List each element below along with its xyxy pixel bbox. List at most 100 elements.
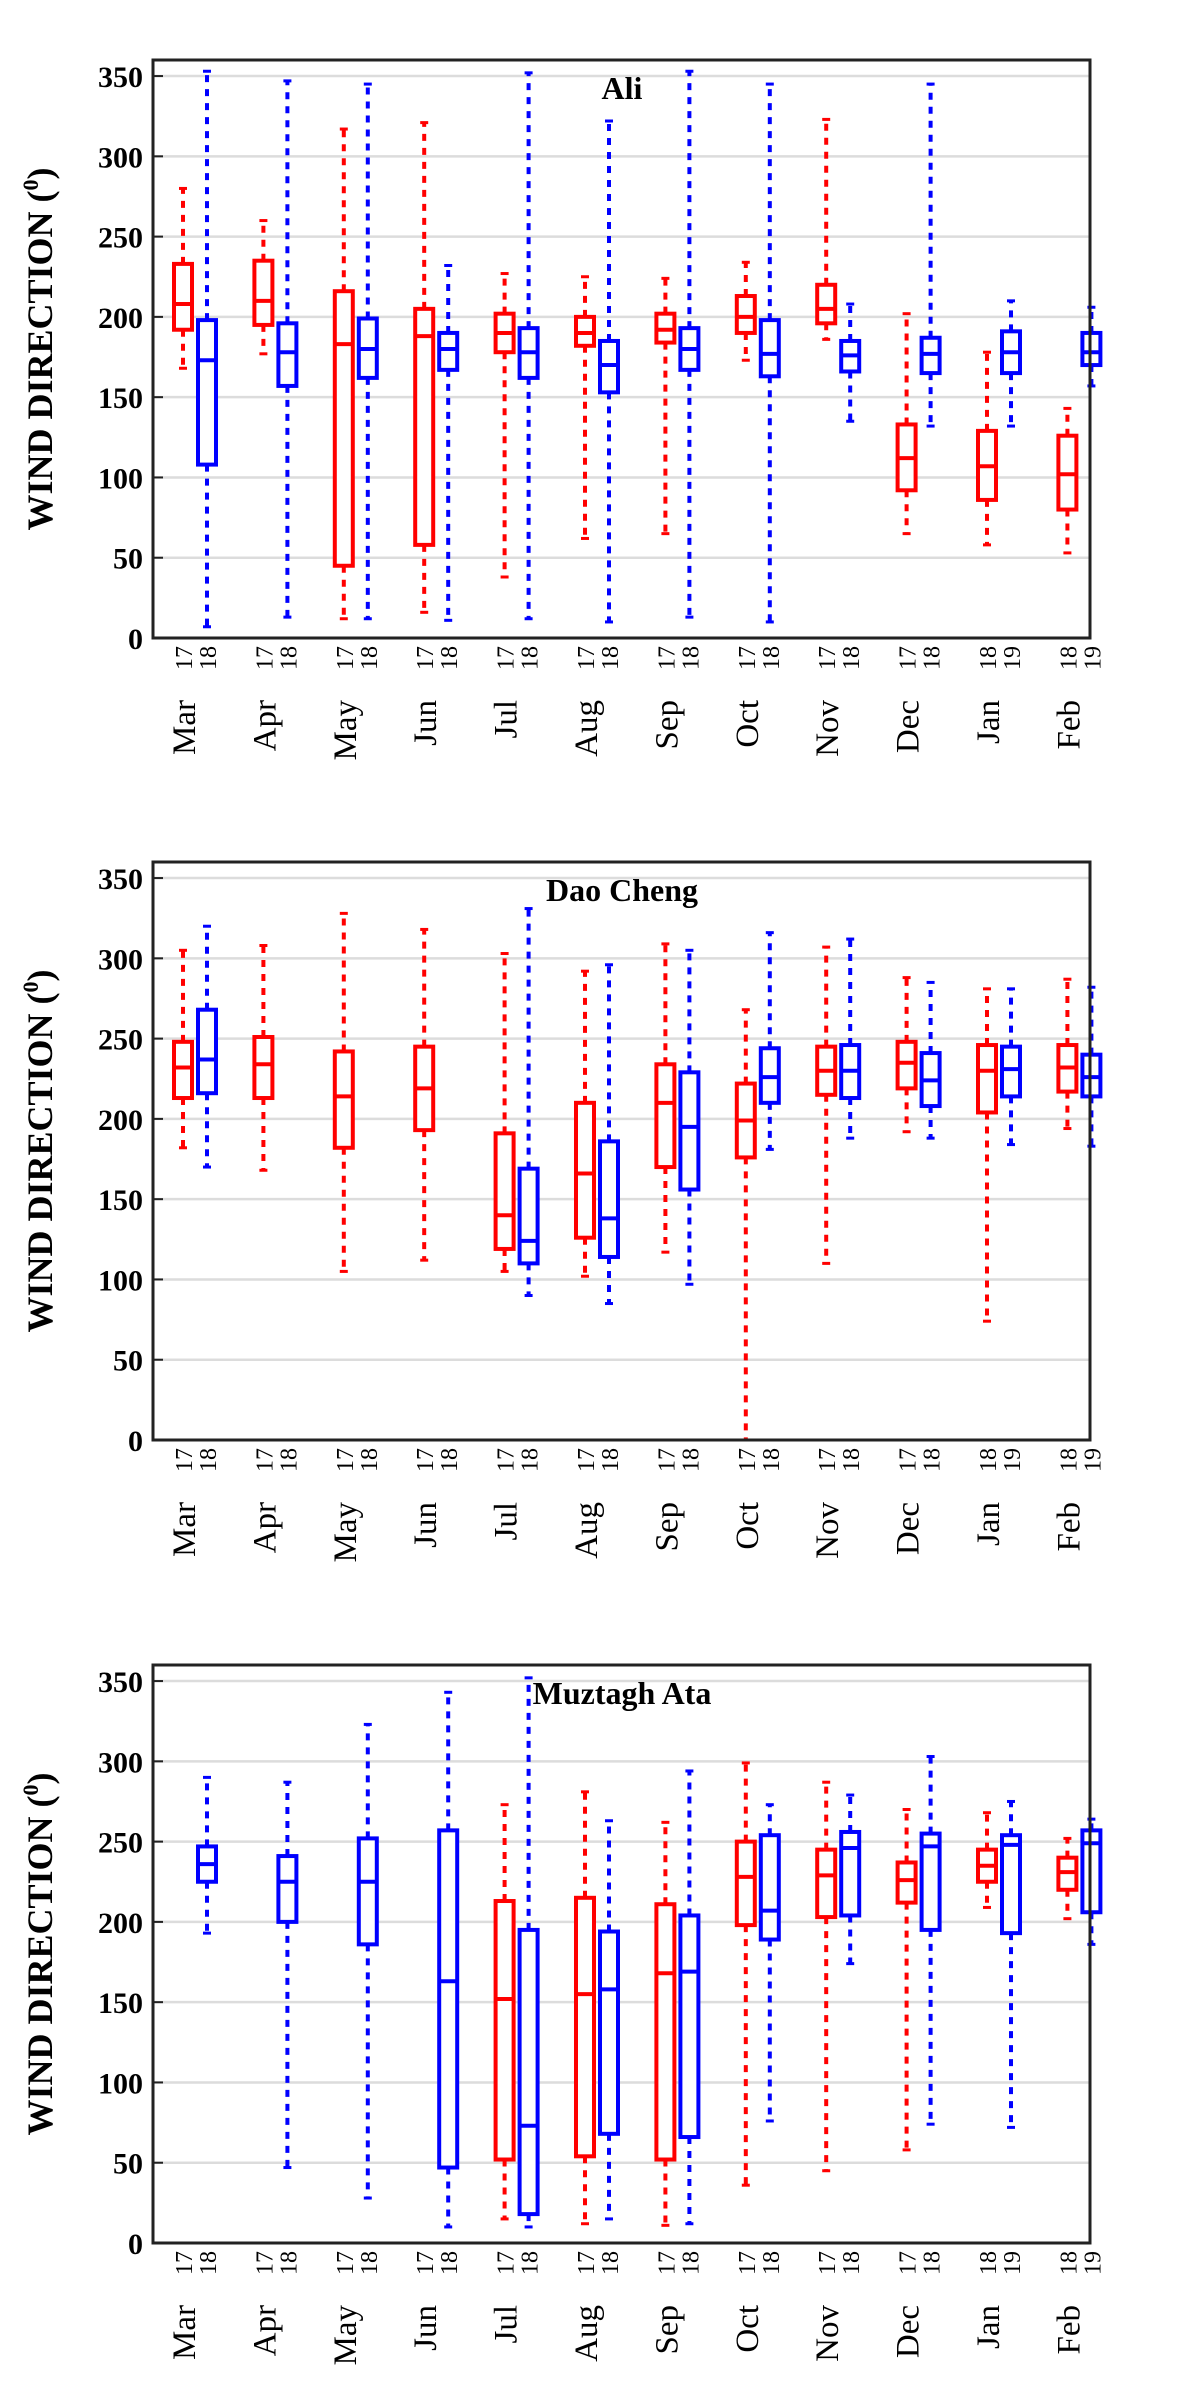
iqr-box (758, 1833, 781, 1942)
x-year-label: 17 (333, 2251, 359, 2275)
box-second-year-apr (276, 79, 299, 619)
y-tick-label: 200 (98, 1907, 143, 1940)
x-year-label: 18 (920, 1448, 946, 1472)
iqr-box (493, 1899, 516, 2162)
x-year-label: 17 (333, 646, 359, 670)
x-year-label: 17 (574, 1448, 600, 1472)
box-first-year-aug (574, 275, 596, 540)
x-year-label: 18 (276, 2251, 302, 2275)
box-second-year-sep (678, 948, 701, 1286)
iqr-box (276, 1854, 299, 1924)
box-first-year-jan (976, 987, 998, 1323)
x-year-label: 18 (920, 2251, 946, 2275)
y-tick-label: 150 (98, 382, 143, 415)
box-first-year-nov (815, 117, 838, 341)
x-year-label: 17 (896, 2251, 922, 2275)
box-second-year-dec (919, 82, 942, 428)
box-second-year-jul (517, 1676, 540, 2229)
x-month-label: Jan (971, 700, 1007, 744)
iqr-box (895, 1860, 918, 1905)
x-year-label: 17 (654, 1448, 680, 1472)
x-month-label: Oct (730, 2305, 766, 2353)
y-axis-label-text: WIND DIRECTION ( (20, 992, 60, 1332)
x-month-label: Apr (247, 2305, 283, 2356)
y-tick-label: 100 (98, 1264, 143, 1297)
x-year-label: 17 (815, 646, 841, 670)
x-month-label: Mar (167, 1502, 203, 1557)
box-first-year-jun (413, 121, 436, 614)
y-tick-label: 100 (98, 462, 143, 495)
x-year-label: 19 (1000, 1448, 1026, 1472)
x-month-label: Apr (247, 700, 283, 751)
x-year-label: 18 (518, 1448, 544, 1472)
x-month-label: Jun (408, 2305, 444, 2351)
x-year-label: 17 (494, 1448, 520, 1472)
x-month-label: Sep (649, 700, 685, 750)
x-year-label: 17 (413, 646, 439, 670)
y-axis-label-text: WIND DIRECTION ( (20, 1795, 60, 2135)
box-second-year-aug (598, 1819, 620, 2221)
plot-frame (151, 58, 1092, 640)
x-year-label: 18 (357, 2251, 383, 2275)
box-first-year-jul (493, 272, 516, 579)
x-year-label: 17 (654, 646, 680, 670)
iqr-box (734, 1839, 757, 1928)
box-second-year-nov (839, 302, 862, 423)
box-second-year-nov (839, 1793, 862, 1966)
x-year-label: 18 (276, 646, 302, 670)
x-year-label: 18 (976, 646, 1002, 670)
x-month-label: May (328, 2305, 364, 2366)
box-first-year-dec (895, 312, 918, 536)
x-year-label: 17 (494, 646, 520, 670)
x-month-label: Nov (810, 700, 846, 757)
x-month-label: Sep (649, 2305, 685, 2355)
iqr-box (574, 1895, 596, 2159)
box-first-year-sep (654, 1820, 677, 2227)
iqr-box (437, 1828, 460, 2170)
x-month-label: Mar (167, 700, 203, 755)
iqr-box (332, 289, 355, 568)
box-first-year-aug (574, 1790, 596, 2226)
iqr-box (1000, 1044, 1022, 1099)
x-year-label: 18 (678, 1448, 704, 1472)
x-year-label: 17 (333, 1448, 359, 1472)
box-second-year-dec (919, 1755, 942, 2126)
box-second-year-mar (196, 69, 218, 629)
iqr-box (734, 294, 757, 335)
x-year-label: 18 (678, 646, 704, 670)
y-tick-label: 350 (98, 61, 143, 94)
box-second-year-may (356, 1722, 379, 2200)
x-year-label: 18 (976, 1448, 1002, 1472)
box-first-year-mar (172, 948, 194, 1150)
x-year-label: 18 (437, 646, 463, 670)
box-first-year-jun (413, 927, 436, 1262)
box-first-year-feb (1056, 977, 1079, 1131)
box-first-year-apr (252, 943, 275, 1172)
x-month-label: Jul (489, 2305, 525, 2344)
y-tick-label: 150 (98, 1987, 143, 2020)
x-month-label: Dec (891, 700, 927, 753)
iqr-box (654, 1062, 677, 1170)
iqr-box (815, 282, 838, 326)
x-year-label: 18 (1056, 1448, 1082, 1472)
y-axis-label-degree: 0 (18, 1784, 43, 1795)
y-axis-label: WIND DIRECTION (0) (18, 1772, 60, 2135)
x-month-label: Aug (569, 2305, 605, 2362)
iqr-box (493, 1131, 516, 1251)
y-tick-label: 50 (113, 2148, 143, 2181)
y-axis-label: WIND DIRECTION (0) (18, 167, 60, 530)
iqr-box (815, 1847, 838, 1920)
y-axis-label: WIND DIRECTION (0) (18, 969, 60, 1332)
x-year-label: 17 (574, 2251, 600, 2275)
x-year-label: 18 (357, 646, 383, 670)
x-year-label: 18 (598, 2251, 624, 2275)
x-year-label: 18 (196, 2251, 222, 2275)
box-first-year-oct (734, 1008, 757, 1442)
box-first-year-feb (1056, 1836, 1079, 1921)
box-first-year-jan (976, 1811, 998, 1909)
box-first-year-oct (734, 1761, 757, 2187)
y-tick-label: 150 (98, 1184, 143, 1217)
x-month-label: Jan (971, 2305, 1007, 2349)
